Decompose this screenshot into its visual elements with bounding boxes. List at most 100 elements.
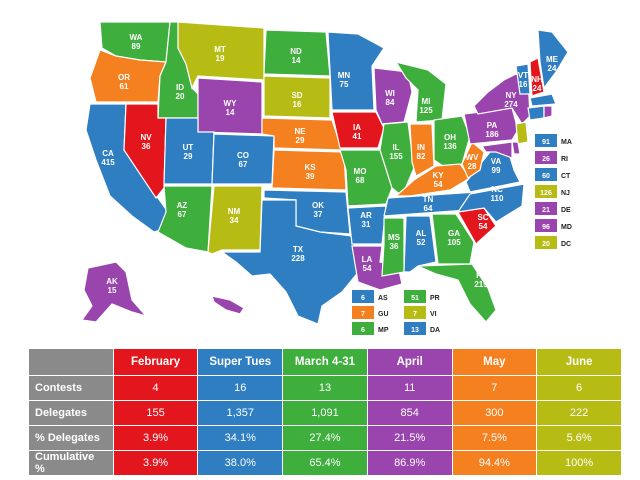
state-ri[interactable] (543, 105, 553, 119)
state-delegates-ga: 105 (447, 238, 461, 247)
state-in[interactable] (409, 123, 435, 177)
territories-legend: 6 AS 7 GU 6 MP 51 PR 7 VI 13 DA (352, 290, 440, 335)
state-label-ut: UT (183, 143, 194, 152)
header-may: May (451, 348, 538, 376)
small-state-code-ri: RI (561, 156, 568, 163)
state-label-wv: WV (466, 153, 480, 162)
state-label-hi: HI (222, 313, 230, 322)
state-me[interactable] (537, 29, 569, 90)
state-delegates-al: 52 (417, 238, 426, 247)
state-delegates-ok: 37 (314, 210, 323, 219)
state-label-ok: OK (312, 201, 324, 210)
header-super-tues: Super Tues (197, 348, 284, 376)
territory-count-vi: 7 (413, 311, 417, 318)
state-delegates-ar: 31 (362, 220, 371, 229)
state-nc[interactable] (456, 183, 525, 223)
state-ga[interactable] (431, 213, 475, 265)
state-label-nv: NV (140, 133, 152, 142)
state-label-ks: KS (304, 163, 316, 172)
state-label-nc: NC (491, 185, 503, 194)
small-state-swatch-dc (535, 236, 557, 249)
state-ia[interactable] (331, 111, 385, 149)
state-label-ca: CA (102, 149, 114, 158)
state-ma[interactable] (529, 93, 557, 107)
header-june: June (536, 348, 622, 376)
primary-calendar-table: February Super Tues March 4-31 April May… (28, 348, 622, 476)
state-ut[interactable] (163, 117, 215, 185)
table-cell: 155 (112, 400, 199, 426)
small-state-code-nj: NJ (561, 190, 570, 197)
state-nj[interactable] (515, 121, 529, 145)
table-header-row: February Super Tues March 4-31 April May… (28, 348, 622, 376)
table-cell: 21.5% (366, 425, 453, 451)
state-delegates-wa: 89 (132, 42, 141, 51)
territory-code-gu: GU (378, 311, 389, 318)
state-ar[interactable] (347, 205, 387, 245)
state-ne[interactable] (261, 117, 343, 151)
small-state-count-md: 96 (542, 224, 550, 231)
small-state-swatch-md (535, 219, 557, 232)
state-delegates-mo: 68 (356, 176, 365, 185)
territory-swatch-mp (352, 322, 374, 335)
territory-count-as: 6 (361, 295, 365, 302)
state-la[interactable] (351, 245, 403, 291)
small-state-code-ma: MA (561, 139, 572, 146)
state-label-sc: SC (477, 213, 488, 222)
state-az[interactable] (157, 185, 213, 253)
table-cell: 4 (112, 375, 199, 401)
state-delegates-ne: 29 (296, 136, 305, 145)
small-state-count-ri: 26 (542, 156, 550, 163)
small-state-swatch-ri (535, 151, 557, 164)
state-ak[interactable] (80, 261, 148, 323)
table-row: % Delegates 3.9% 34.1% 27.4% 21.5% 7.5% … (28, 425, 622, 451)
state-tx[interactable] (220, 199, 361, 325)
table-cell: 5.6% (536, 425, 622, 451)
state-delegates-me: 24 (548, 64, 557, 73)
state-ms[interactable] (381, 217, 405, 277)
state-mn[interactable] (327, 31, 385, 111)
state-mi[interactable] (394, 61, 447, 123)
territory-code-mp: MP (378, 327, 389, 334)
state-label-ga: GA (448, 229, 460, 238)
state-hi[interactable] (211, 295, 245, 315)
state-delegates-mi: 125 (419, 106, 433, 115)
state-md[interactable] (480, 141, 513, 159)
row-label: % Delegates (28, 425, 114, 451)
state-fl[interactable] (417, 263, 497, 323)
state-nh[interactable] (529, 57, 545, 97)
table-cell: 100% (536, 450, 622, 476)
state-delegates-ks: 39 (306, 172, 315, 181)
state-label-al: AL (416, 229, 427, 238)
state-label-or: OR (118, 73, 130, 82)
state-nm[interactable] (207, 185, 263, 255)
territory-code-vi: VI (430, 311, 437, 318)
state-mt[interactable] (177, 21, 265, 90)
state-de[interactable] (511, 141, 521, 155)
state-label-mn: MN (338, 71, 351, 80)
table-cell: 34.1% (197, 425, 284, 451)
small-state-swatch-ct (535, 168, 557, 181)
state-delegates-vt: 16 (519, 80, 528, 89)
territory-count-gu: 7 (361, 311, 365, 318)
state-wv[interactable] (461, 141, 485, 179)
state-label-ne: NE (294, 127, 306, 136)
state-vt[interactable] (515, 63, 531, 95)
table-cell: 38.0% (197, 450, 284, 476)
state-delegates-wi: 84 (386, 98, 395, 107)
territory-count-mp: 6 (361, 327, 365, 334)
state-label-sd: SD (291, 91, 302, 100)
state-ny[interactable] (473, 73, 531, 125)
state-ks[interactable] (271, 149, 347, 191)
table-cell: 7 (451, 375, 538, 401)
state-label-ak: AK (106, 277, 118, 286)
territory-code-da: DA (430, 327, 440, 334)
state-sd[interactable] (263, 75, 331, 119)
state-label-ny: NY (505, 91, 517, 100)
territory-swatch-pr (404, 290, 426, 303)
state-ct[interactable] (527, 105, 545, 121)
table-cell: 854 (366, 400, 453, 426)
state-label-wy: WY (224, 99, 238, 108)
state-delegates-hi: 24 (222, 322, 231, 331)
